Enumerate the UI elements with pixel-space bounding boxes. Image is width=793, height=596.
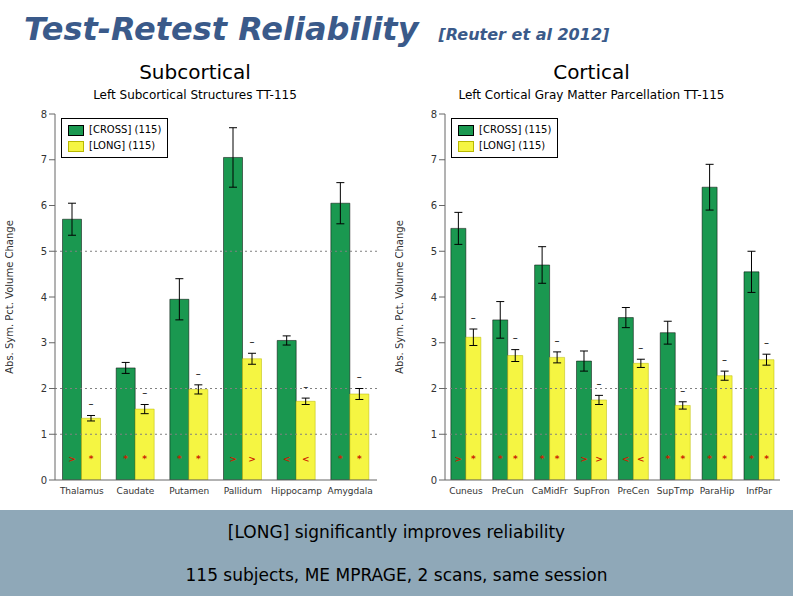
svg-text:>: >	[580, 454, 588, 464]
svg-text:8: 8	[41, 109, 47, 120]
svg-text:8: 8	[431, 109, 437, 120]
svg-text:*: *	[196, 454, 201, 464]
svg-text:>: >	[68, 454, 76, 464]
svg-text:–: –	[89, 398, 94, 409]
svg-text:*: *	[722, 454, 727, 464]
svg-text:*: *	[513, 454, 518, 464]
svg-text:Putamen: Putamen	[169, 486, 209, 496]
svg-text:Abs. Sym. Pct. Volume Change: Abs. Sym. Pct. Volume Change	[395, 220, 405, 374]
svg-text:*: *	[123, 454, 128, 464]
html-text:[LONG] (115): [LONG] (115)	[89, 140, 156, 151]
svg-text:PreCen: PreCen	[618, 486, 650, 496]
svg-text:<: <	[622, 454, 630, 464]
svg-text:6: 6	[41, 200, 47, 211]
svg-text:5: 5	[41, 246, 47, 257]
svg-text:3: 3	[431, 337, 437, 348]
svg-text:>: >	[595, 454, 603, 464]
svg-text:>: >	[229, 454, 237, 464]
svg-text:<: <	[637, 454, 645, 464]
svg-text:–: –	[680, 385, 685, 396]
html-text:115 subjects, ME MPRAGE, 2 sca: 115 subjects, ME MPRAGE, 2 scans, same s…	[185, 564, 608, 585]
svg-text:1: 1	[431, 429, 437, 440]
svg-text:SupFron: SupFron	[573, 486, 609, 496]
svg-text:>: >	[455, 454, 463, 464]
svg-text:*: *	[707, 454, 712, 464]
svg-text:–: –	[555, 335, 560, 346]
svg-text:*: *	[680, 454, 685, 464]
html-text:Cortical: Cortical	[553, 60, 630, 84]
svg-text:7: 7	[41, 154, 47, 165]
html-text:[LONG] (115): [LONG] (115)	[479, 140, 546, 151]
svg-text:*: *	[177, 454, 182, 464]
html-text:[CROSS] (115): [CROSS] (115)	[479, 124, 552, 135]
svg-text:<: <	[302, 454, 310, 464]
html-text:[CROSS] (115): [CROSS] (115)	[89, 124, 162, 135]
svg-text:Amygdala: Amygdala	[328, 486, 373, 496]
svg-text:>: >	[248, 454, 256, 464]
svg-text:*: *	[338, 454, 343, 464]
html-text:Left Cortical Gray Matter Parc: Left Cortical Gray Matter Parcellation T…	[458, 88, 725, 102]
svg-text:2: 2	[431, 383, 437, 394]
svg-text:*: *	[142, 454, 147, 464]
svg-text:4: 4	[431, 292, 437, 303]
svg-text:–: –	[471, 312, 476, 323]
svg-text:5: 5	[431, 246, 437, 257]
svg-text:PreCun: PreCun	[492, 486, 524, 496]
svg-text:Hippocamp: Hippocamp	[271, 486, 322, 496]
html-text:[LONG] significantly improves: [LONG] significantly improves reliabilit…	[227, 521, 566, 542]
svg-text:InfPar: InfPar	[746, 486, 772, 496]
svg-text:6: 6	[431, 200, 437, 211]
svg-text:Pallidum: Pallidum	[224, 486, 262, 496]
svg-text:*: *	[357, 454, 362, 464]
svg-text:7: 7	[431, 154, 437, 165]
svg-text:–: –	[638, 342, 643, 353]
html-text:Test-Retest Reliability: Test-Retest Reliability	[24, 10, 419, 48]
svg-text:Abs. Sym. Pct. Volume Change: Abs. Sym. Pct. Volume Change	[8, 220, 15, 374]
html-text:[Reuter et al 2012]: [Reuter et al 2012]	[438, 25, 610, 44]
svg-text:–: –	[722, 354, 727, 365]
svg-text:*: *	[749, 454, 754, 464]
svg-text:–: –	[196, 368, 201, 379]
html-text:Left Subcortical Structures TT: Left Subcortical Structures TT-115	[93, 88, 297, 102]
svg-text:–: –	[142, 387, 147, 398]
svg-text:CaMidFr: CaMidFr	[532, 486, 568, 496]
svg-text:3: 3	[41, 337, 47, 348]
svg-text:SupTmp: SupTmp	[657, 486, 694, 496]
svg-text:4: 4	[41, 292, 47, 303]
svg-text:2: 2	[41, 383, 47, 394]
svg-text:–: –	[596, 378, 601, 389]
svg-text:–: –	[357, 371, 362, 382]
svg-text:ParaHip: ParaHip	[700, 486, 735, 496]
svg-text:–: –	[303, 381, 308, 392]
svg-text:*: *	[471, 454, 476, 464]
svg-text:*: *	[665, 454, 670, 464]
svg-text:*: *	[555, 454, 560, 464]
svg-text:–: –	[764, 337, 769, 348]
svg-text:Thalamus: Thalamus	[59, 486, 104, 496]
svg-text:0: 0	[41, 475, 47, 486]
svg-text:*: *	[540, 454, 545, 464]
svg-text:–: –	[250, 336, 255, 347]
svg-text:*: *	[498, 454, 503, 464]
svg-text:*: *	[89, 454, 94, 464]
svg-text:0: 0	[431, 475, 437, 486]
svg-text:Caudate: Caudate	[117, 486, 155, 496]
html-text:Subcortical: Subcortical	[139, 60, 251, 84]
svg-text:1: 1	[41, 429, 47, 440]
svg-text:–: –	[513, 332, 518, 343]
svg-text:Cuneus: Cuneus	[449, 486, 483, 496]
svg-text:*: *	[764, 454, 769, 464]
svg-text:<: <	[283, 454, 291, 464]
